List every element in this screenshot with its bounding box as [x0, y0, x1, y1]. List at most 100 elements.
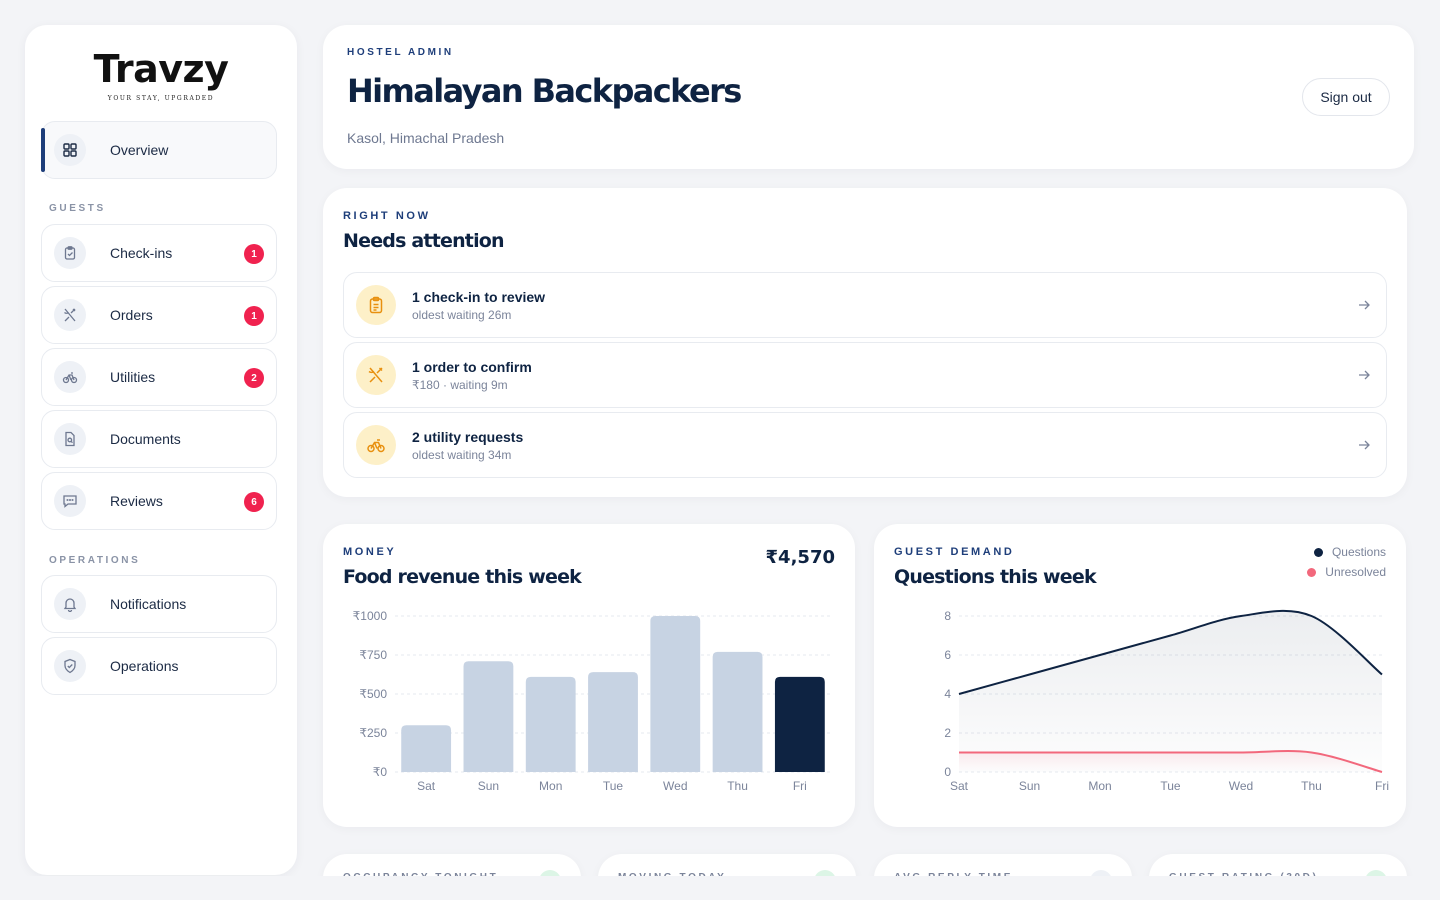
shield-check-icon — [54, 650, 86, 682]
attention-item-check-in[interactable]: 1 check-in to review oldest waiting 26m — [343, 272, 1387, 338]
sidebar-item-utilities[interactable]: Utilities 2 — [41, 348, 277, 406]
y-tick-label: ₹500 — [359, 687, 387, 701]
legend-label: Unresolved — [1325, 565, 1386, 579]
attention-item-title: 1 order to confirm — [412, 358, 532, 375]
bell-icon — [54, 588, 86, 620]
revenue-eyebrow: MONEY — [343, 546, 397, 558]
bar-wed — [650, 616, 701, 772]
attention-item-utility[interactable]: 2 utility requests oldest waiting 34m — [343, 412, 1387, 478]
revenue-total: ₹4,570 — [765, 547, 835, 568]
arrow-right-icon — [1359, 440, 1370, 450]
nav-section-operations: OPERATIONS — [49, 555, 141, 566]
logo-tagline: YOUR STAY, UPGRADED — [107, 95, 215, 102]
sidebar-item-operations[interactable]: Operations — [41, 637, 277, 695]
x-tick-label: Thu — [1301, 779, 1322, 793]
sidebar-item-overview[interactable]: Overview — [41, 121, 277, 179]
legend-item-questions: Questions — [1313, 545, 1386, 559]
sidebar-item-reviews[interactable]: Reviews 6 — [41, 472, 277, 530]
x-tick-label: Sat — [417, 779, 436, 793]
clipboard-list-icon — [356, 285, 396, 325]
attention-item-order[interactable]: 1 order to confirm ₹180 · waiting 9m — [343, 342, 1387, 408]
attention-item-subtitle: oldest waiting 34m — [412, 447, 512, 462]
sidebar-item-orders[interactable]: Orders 1 — [41, 286, 277, 344]
x-tick-label: Sat — [950, 779, 969, 793]
y-tick-label: 2 — [944, 726, 951, 740]
x-tick-label: Wed — [1229, 779, 1253, 793]
attention-item-subtitle: ₹180 · waiting 9m — [412, 377, 508, 392]
x-tick-label: Sun — [478, 779, 499, 793]
bar-thu — [712, 651, 763, 772]
legend-dot — [1313, 547, 1323, 557]
y-tick-label: ₹750 — [359, 648, 387, 662]
arrow-right-icon — [1359, 300, 1370, 310]
arrow-right-icon — [1359, 370, 1370, 380]
sidebar-item-label: Check-ins — [110, 245, 173, 261]
series-line-questions — [958, 609, 1383, 695]
x-tick-label: Mon — [1088, 779, 1111, 793]
nav-section-guests: GUESTS — [49, 203, 106, 214]
attention-eyebrow: RIGHT NOW — [343, 210, 431, 222]
hostel-location: Kasol, Himachal Pradesh — [347, 130, 505, 146]
utensils-icon — [356, 355, 396, 395]
demand-title: Questions this week — [894, 566, 1097, 588]
series-line-unresolved — [958, 750, 1383, 773]
logo-wordmark: Travzy — [93, 47, 229, 91]
y-tick-label: 0 — [944, 765, 951, 779]
x-tick-label: Fri — [793, 779, 807, 793]
header-card: HOSTEL ADMIN Himalayan Backpackers Kasol… — [323, 25, 1414, 169]
x-tick-label: Sun — [1019, 779, 1040, 793]
sidebar-item-documents[interactable]: Documents — [41, 410, 277, 468]
count-badge: 1 — [244, 306, 264, 326]
bar-fri — [774, 676, 825, 772]
sidebar: Travzy YOUR STAY, UPGRADED Overview GUES… — [25, 25, 297, 875]
sidebar-item-label: Orders — [110, 307, 153, 323]
utensils-icon — [54, 299, 86, 331]
message-icon — [54, 485, 86, 517]
sidebar-item-label: Overview — [110, 142, 169, 158]
sidebar-item-label: Utilities — [110, 369, 156, 385]
attention-item-title: 1 check-in to review — [412, 288, 546, 305]
sidebar-item-label: Reviews — [110, 493, 163, 509]
y-tick-label: ₹0 — [373, 765, 388, 779]
legend-dot — [1307, 567, 1317, 577]
y-tick-label: 6 — [944, 648, 951, 662]
x-tick-label: Tue — [1160, 779, 1181, 793]
sidebar-item-check-ins[interactable]: Check-ins 1 — [41, 224, 277, 282]
sidebar-item-label: Operations — [110, 658, 179, 674]
file-search-icon — [54, 423, 86, 455]
bike-icon — [54, 361, 86, 393]
area-unresolved — [959, 751, 1382, 772]
x-tick-label: Mon — [539, 779, 562, 793]
bar-mon — [525, 676, 576, 772]
x-tick-label: Thu — [727, 779, 748, 793]
bar-sun — [463, 661, 514, 772]
revenue-title: Food revenue this week — [343, 566, 582, 588]
revenue-bar-chart: ₹0 ₹250 ₹500 ₹750 ₹1000 Sat Sun Mon Tue Wed Thu Fri — [353, 609, 831, 793]
x-tick-label: Fri — [1375, 779, 1389, 793]
needs-attention-card: RIGHT NOW Needs attention 1 check-in to … — [323, 188, 1407, 497]
y-tick-label: 8 — [944, 609, 951, 623]
sidebar-item-notifications[interactable]: Notifications — [41, 575, 277, 633]
page-title: Himalayan Backpackers — [347, 72, 742, 110]
attention-item-title: 2 utility requests — [412, 428, 524, 445]
x-tick-label: Tue — [603, 779, 624, 793]
demand-eyebrow: GUEST DEMAND — [894, 546, 1015, 558]
attention-item-subtitle: oldest waiting 26m — [412, 307, 512, 322]
y-tick-label: ₹1000 — [353, 609, 388, 623]
legend-label: Questions — [1331, 545, 1386, 559]
attention-title: Needs attention — [343, 230, 505, 252]
sidebar-item-label: Documents — [110, 431, 181, 447]
bar-tue — [588, 672, 638, 772]
count-badge: 1 — [244, 244, 264, 264]
guest-demand-card: 0 2 4 6 8 Sat Sun Mon Tue Wed Thu Fri GUEST DEMAND … — [874, 524, 1406, 827]
food-revenue-card: ₹0 ₹250 ₹500 ₹750 ₹1000 Sat Sun Mon Tue Wed Thu Fri… — [323, 524, 855, 827]
count-badge: 6 — [244, 492, 264, 512]
bar-sat — [401, 725, 452, 772]
sign-out-button[interactable]: Sign out — [1302, 78, 1390, 116]
count-badge: 2 — [244, 368, 264, 388]
bike-icon — [356, 425, 396, 465]
sidebar-item-label: Notifications — [110, 596, 187, 612]
viewport-bottom-edge — [0, 876, 1440, 900]
questions-area-chart: 0 2 4 6 8 Sat Sun Mon Tue Wed Thu Fri — [944, 609, 1389, 793]
logo[interactable]: Travzy YOUR STAY, UPGRADED — [25, 47, 297, 102]
